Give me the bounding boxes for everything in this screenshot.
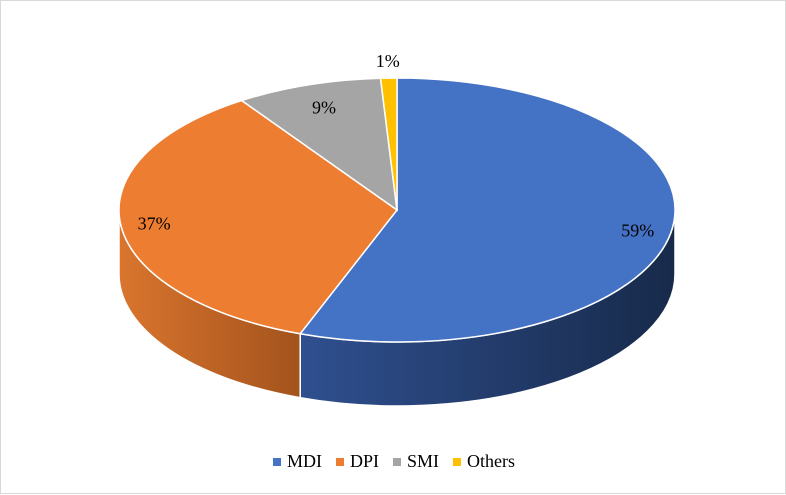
- data-label-smi: 9%: [312, 98, 336, 118]
- legend-item-smi: SMI: [393, 451, 439, 472]
- legend-swatch-smi: [393, 457, 401, 466]
- data-label-mdi: 59%: [621, 221, 654, 241]
- legend-item-dpi: DPI: [335, 451, 379, 472]
- legend-label-others: Others: [467, 451, 516, 471]
- legend-swatch-mdi: [272, 457, 281, 466]
- data-label-dpi: 37%: [138, 214, 171, 234]
- legend-swatch-dpi: [335, 457, 344, 466]
- legend-label-mdi: MDI: [286, 451, 322, 471]
- pie-slices: [118, 77, 676, 343]
- data-label-others: 1%: [376, 51, 400, 71]
- legend-label-smi: SMI: [407, 451, 440, 471]
- pie-data-labels: 59% 37% 9% 1%: [138, 51, 655, 241]
- pie-slice-smi: [240, 77, 398, 212]
- legend-label-dpi: DPI: [349, 451, 379, 471]
- legend: MDI DPI SMI Others: [1, 451, 786, 472]
- pie-slice-mdi: [298, 77, 676, 343]
- legend-swatch-others: [453, 457, 462, 466]
- pie-slice-others: [379, 77, 398, 211]
- pie-slice-dpi: [118, 99, 399, 335]
- legend-item-mdi: MDI: [272, 451, 322, 472]
- legend-item-others: Others: [453, 451, 515, 472]
